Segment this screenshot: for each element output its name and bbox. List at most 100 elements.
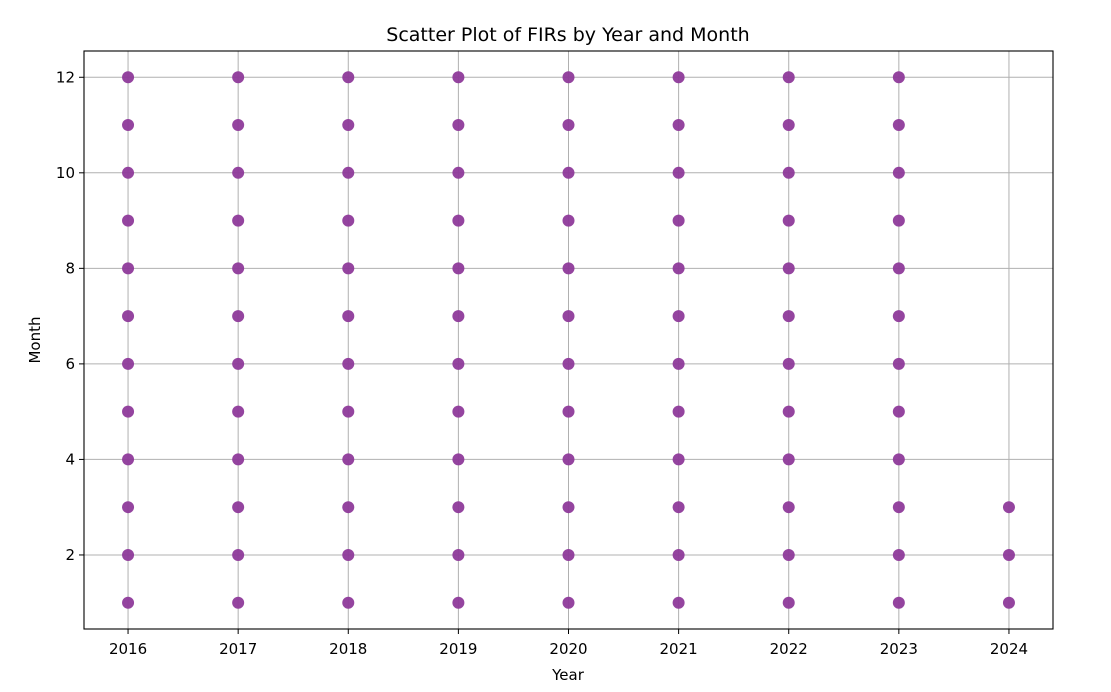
data-point [562,405,575,418]
data-point [342,596,355,609]
data-point [452,119,465,132]
data-point [782,71,795,84]
data-point [672,453,685,466]
y-tick-label: 2 [65,546,75,564]
data-point [892,596,905,609]
data-point [892,214,905,227]
data-point [782,596,795,609]
x-axis-label: Year [551,666,585,684]
data-point [892,310,905,323]
data-point [232,548,245,561]
data-point [672,71,685,84]
data-point [232,310,245,323]
data-point [782,501,795,514]
data-point [122,214,135,227]
data-point [672,596,685,609]
data-point [452,501,465,514]
data-point [122,310,135,323]
y-tick-label: 6 [65,355,75,373]
data-point [232,214,245,227]
data-point [342,119,355,132]
data-point [452,548,465,561]
x-tick-label: 2021 [660,640,698,658]
data-point [342,453,355,466]
data-point [672,357,685,370]
x-tick-label: 2024 [990,640,1028,658]
data-point [122,262,135,275]
data-point [672,262,685,275]
data-point [892,119,905,132]
data-point [1002,596,1015,609]
data-point [232,71,245,84]
data-point [342,71,355,84]
data-point [782,119,795,132]
data-point [892,357,905,370]
data-point [562,310,575,323]
data-point [122,357,135,370]
data-point [232,357,245,370]
data-point [452,357,465,370]
data-points [122,71,1015,609]
data-point [452,214,465,227]
data-point [122,405,135,418]
data-point [892,453,905,466]
data-point [452,405,465,418]
data-point [232,453,245,466]
data-point [232,262,245,275]
data-point [1002,548,1015,561]
data-point [672,166,685,179]
chart-title: Scatter Plot of FIRs by Year and Month [386,24,749,46]
data-point [892,71,905,84]
data-point [782,166,795,179]
y-tick-label: 4 [65,450,75,468]
data-point [562,596,575,609]
data-point [122,596,135,609]
data-point [342,548,355,561]
data-point [342,501,355,514]
data-point [122,166,135,179]
data-point [562,119,575,132]
data-point [122,71,135,84]
data-point [672,501,685,514]
data-point [122,453,135,466]
y-axis-ticks: 2 4 6 8 10 12 [56,68,84,564]
data-point [672,310,685,323]
data-point [892,501,905,514]
y-tick-label: 8 [65,259,75,277]
data-point [782,357,795,370]
data-point [232,501,245,514]
data-point [892,548,905,561]
data-point [232,405,245,418]
data-point [892,262,905,275]
data-point [562,357,575,370]
data-point [562,71,575,84]
data-point [562,262,575,275]
data-point [562,548,575,561]
data-point [672,119,685,132]
data-point [342,357,355,370]
x-tick-label: 2017 [219,640,257,658]
data-point [122,501,135,514]
data-point [342,262,355,275]
data-point [232,596,245,609]
data-point [782,214,795,227]
data-point [562,166,575,179]
data-point [672,214,685,227]
data-point [452,71,465,84]
x-axis-ticks: 2016 2017 2018 2019 2020 2021 2022 2023 2024 [109,629,1028,658]
data-point [782,405,795,418]
data-point [232,166,245,179]
x-tick-label: 2018 [329,640,367,658]
data-point [672,405,685,418]
x-tick-label: 2016 [109,640,147,658]
x-tick-label: 2023 [880,640,918,658]
data-point [452,310,465,323]
data-point [342,405,355,418]
x-tick-label: 2020 [549,640,587,658]
y-tick-label: 12 [56,68,75,86]
data-point [342,214,355,227]
y-tick-label: 10 [56,164,75,182]
data-point [342,166,355,179]
